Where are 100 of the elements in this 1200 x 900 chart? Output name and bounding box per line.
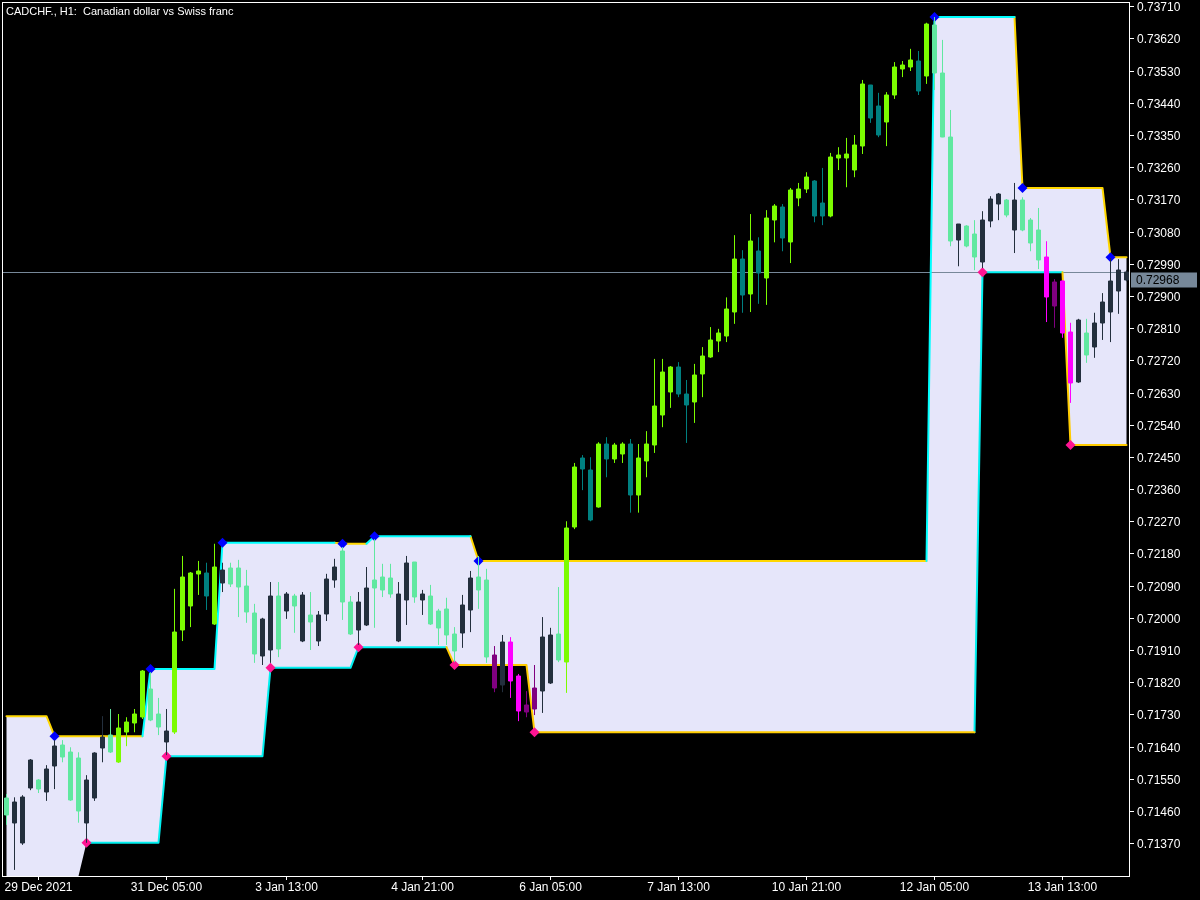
y-tick-label: 0.71550 xyxy=(1137,772,1181,787)
candlestick xyxy=(524,690,529,718)
candlestick xyxy=(396,581,401,643)
candlestick xyxy=(1068,322,1073,404)
candlestick xyxy=(1052,278,1057,329)
candlestick xyxy=(1020,196,1025,232)
y-tick-label: 0.73440 xyxy=(1137,96,1181,111)
y-tick-label: 0.72090 xyxy=(1137,579,1181,594)
y-tick-label: 0.72990 xyxy=(1137,257,1181,272)
candlestick xyxy=(124,716,129,747)
x-tick-label: 13 Jan 13:00 xyxy=(1027,880,1098,894)
candlestick xyxy=(844,137,849,188)
candlestick xyxy=(420,589,425,616)
candlestick xyxy=(628,438,633,514)
candlestick xyxy=(1044,240,1049,323)
y-tick-label: 0.71910 xyxy=(1137,643,1181,658)
candlestick xyxy=(388,563,393,599)
candlestick xyxy=(148,671,153,722)
y-tick-label: 0.71820 xyxy=(1137,675,1181,690)
point xyxy=(49,731,60,742)
candlestick xyxy=(468,570,473,633)
candlestick xyxy=(332,558,337,589)
point xyxy=(1105,252,1116,263)
candlestick xyxy=(1124,269,1129,282)
candlestick xyxy=(812,179,817,223)
candlestick xyxy=(212,543,217,626)
candlestick xyxy=(44,764,49,802)
candlestick xyxy=(1116,258,1121,315)
candlestick xyxy=(252,603,257,664)
candlestick xyxy=(636,443,641,514)
point xyxy=(217,537,228,548)
candlestick xyxy=(100,715,105,763)
candlestick xyxy=(284,591,289,620)
y-tick-label: 0.72900 xyxy=(1137,289,1181,304)
y-tick-label: 0.73350 xyxy=(1137,128,1181,143)
candlestick xyxy=(12,796,17,871)
candlestick xyxy=(204,562,209,611)
candlestick xyxy=(428,584,433,626)
candlestick xyxy=(572,462,577,530)
point xyxy=(161,751,172,762)
candlestick xyxy=(340,546,345,621)
candlestick xyxy=(772,203,777,243)
chart-title: CADCHF., H1: Canadian dollar vs Swiss franc xyxy=(6,5,234,17)
candlestick xyxy=(108,708,113,754)
candlestick xyxy=(220,562,225,593)
x-tick-label: 10 Jan 21:00 xyxy=(771,880,842,894)
candlestick xyxy=(612,442,617,464)
candlestick xyxy=(548,627,553,685)
candlestick xyxy=(972,219,977,271)
point xyxy=(977,267,988,278)
candlestick xyxy=(708,326,713,359)
candlestick xyxy=(1028,217,1033,252)
point xyxy=(81,837,92,848)
point xyxy=(1017,182,1028,193)
candlestick xyxy=(828,152,833,218)
x-tick-label: 6 Jan 05:00 xyxy=(519,880,583,894)
candlestick xyxy=(404,555,409,626)
candlestick xyxy=(444,597,449,646)
candlestick xyxy=(948,109,953,247)
candlestick xyxy=(964,224,969,248)
candlestick xyxy=(588,456,593,522)
candlestick xyxy=(412,561,417,604)
candlestick xyxy=(132,708,137,733)
candlestick xyxy=(228,562,233,588)
y-tick-label: 0.72450 xyxy=(1137,450,1181,465)
candlestick xyxy=(236,559,241,618)
x-tick-label: 12 Jan 05:00 xyxy=(899,880,970,894)
candlestick xyxy=(820,167,825,226)
candlestick xyxy=(724,296,729,343)
y-tick-label: 0.71730 xyxy=(1137,707,1181,722)
candlestick xyxy=(92,751,97,802)
x-tick-label: 7 Jan 13:00 xyxy=(647,880,711,894)
candlestick xyxy=(172,588,177,735)
candlestick xyxy=(516,673,521,722)
candlestick xyxy=(700,346,705,398)
candlestick xyxy=(604,436,609,478)
candlestick xyxy=(876,92,881,138)
candlestick xyxy=(348,595,353,636)
y-tick-label: 0.72180 xyxy=(1137,546,1181,561)
candlestick xyxy=(868,84,873,124)
point xyxy=(353,642,364,653)
candlestick xyxy=(900,60,905,78)
candlestick xyxy=(196,560,201,596)
y-tick-label: 0.71640 xyxy=(1137,740,1181,755)
candlestick xyxy=(260,617,265,666)
candlestick xyxy=(716,328,721,353)
candlestick xyxy=(156,697,161,736)
candlestick xyxy=(324,573,329,622)
candlestick xyxy=(1092,312,1097,359)
candlestick xyxy=(492,645,497,693)
candlestick xyxy=(660,358,665,428)
candlestick xyxy=(268,581,273,664)
candlestick xyxy=(756,236,761,305)
candlestick xyxy=(932,16,937,91)
candlestick xyxy=(732,234,737,325)
candlestick xyxy=(804,171,809,194)
candlestick xyxy=(988,195,993,228)
candlestick xyxy=(884,91,889,147)
candlestick xyxy=(20,794,25,846)
candlestick xyxy=(76,751,81,824)
